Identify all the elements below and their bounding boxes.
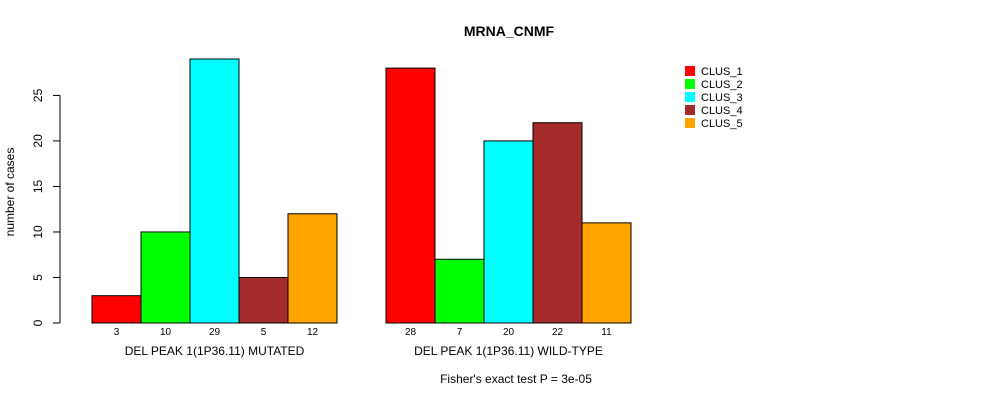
- bar-count-label: 3: [114, 327, 120, 338]
- y-tick-label: 10: [31, 225, 45, 239]
- legend-item: CLUS_3: [685, 92, 743, 104]
- y-tick-label: 15: [31, 179, 45, 193]
- bar-clus-1: [91, 295, 142, 324]
- group-label: DEL PEAK 1(1P36.11) MUTATED: [125, 344, 305, 358]
- bar-count-label: 28: [405, 327, 417, 338]
- legend-swatch: [685, 118, 695, 128]
- bar-count-label: 12: [307, 327, 319, 338]
- legend-swatch: [685, 66, 695, 76]
- y-tick-label: 20: [31, 134, 45, 148]
- legend-item: CLUS_2: [685, 79, 743, 91]
- legend-item: CLUS_1: [685, 66, 743, 78]
- legend-item: CLUS_4: [685, 105, 743, 117]
- bar-clus-5: [287, 213, 338, 324]
- legend-swatch: [685, 105, 695, 115]
- bar-clus-3: [189, 58, 240, 324]
- bar-count-label: 29: [209, 327, 221, 338]
- bar-clus-5: [581, 222, 632, 324]
- legend-label: CLUS_1: [701, 66, 743, 78]
- bar-count-label: 22: [552, 327, 564, 338]
- y-axis: 0 5 10 15 20 25: [31, 88, 61, 326]
- bar-count-label: 5: [261, 327, 267, 338]
- legend-swatch: [685, 79, 695, 89]
- bar-clus-3: [483, 140, 534, 324]
- bar-clus-2: [140, 231, 191, 324]
- legend-item: CLUS_5: [685, 118, 743, 130]
- chart-title: MRNA_CNMF: [464, 23, 555, 39]
- legend-label: CLUS_5: [701, 118, 743, 130]
- fisher-test-footnote: Fisher's exact test P = 3e-05: [440, 372, 592, 386]
- bar-clus-4: [238, 276, 289, 324]
- y-tick-label: 25: [31, 88, 45, 102]
- bar-clus-4: [532, 122, 583, 324]
- y-axis-label: number of cases: [3, 148, 17, 237]
- group-label: DEL PEAK 1(1P36.11) WILD-TYPE: [414, 344, 603, 358]
- bar-count-label: 7: [457, 327, 463, 338]
- y-tick-label: 5: [31, 274, 45, 281]
- bar-group: 28 7 20 22 11 DEL PEAK 1(1P36.11) WILD-TYPE: [385, 67, 632, 358]
- legend-label: CLUS_4: [701, 105, 743, 117]
- y-tick-label: 0: [31, 319, 45, 326]
- bar-clus-2: [434, 258, 485, 324]
- legend-label: CLUS_3: [701, 92, 743, 104]
- bar-count-label: 10: [160, 327, 172, 338]
- legend-swatch: [685, 92, 695, 102]
- bar-count-label: 11: [601, 327, 612, 338]
- bar-clus-1: [385, 67, 436, 324]
- legend-label: CLUS_2: [701, 79, 743, 91]
- bar-count-label: 20: [503, 327, 515, 338]
